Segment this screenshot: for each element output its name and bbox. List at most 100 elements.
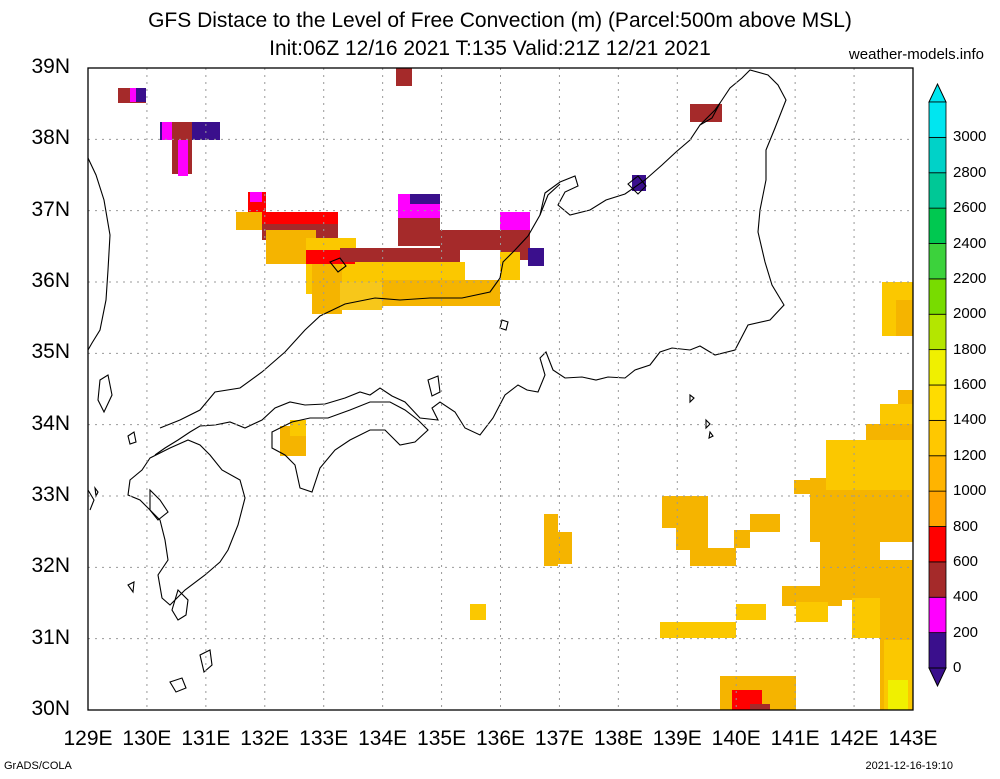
lfc-cell (340, 248, 460, 262)
colorbar-label: 1600 (953, 376, 987, 393)
colorbar-label: 800 (953, 517, 979, 535)
longitude-label: 142E (829, 727, 879, 750)
latitude-label: 36N (31, 269, 70, 292)
lfc-cell (796, 602, 828, 622)
colorbar-swatch (928, 172, 947, 209)
colorbar-label: 2400 (953, 234, 987, 252)
lfc-cell (290, 420, 306, 436)
lfc-cell (396, 68, 412, 86)
colorbar-label: 1800 (953, 340, 987, 358)
colorbar-swatch (928, 526, 947, 563)
lfc-cell (312, 264, 342, 314)
footer-timestamp: 2021-12-16-19:10 (865, 760, 953, 772)
longitude-label: 136E (475, 727, 526, 750)
lfc-cell (556, 532, 572, 564)
lfc-cell (750, 704, 770, 710)
latitude-label: 34N (31, 411, 70, 435)
colorbar-label: 2600 (953, 199, 987, 217)
lfc-cell (782, 586, 842, 606)
colorbar-label: 2000 (953, 305, 987, 323)
colorbar (928, 82, 947, 688)
colorbar-label: 0 (953, 659, 962, 676)
footer-software: GrADS/COLA (4, 760, 72, 772)
longitude-label: 140E (711, 727, 761, 750)
colorbar-swatch (928, 596, 947, 634)
lfc-cell (236, 212, 266, 230)
colorbar-swatch (928, 349, 947, 386)
lfc-cell (262, 212, 338, 224)
longitude-label: 139E (652, 727, 702, 750)
lfc-cell (340, 282, 382, 310)
colorbar-swatch (928, 207, 947, 244)
longitude-label: 131E (181, 727, 231, 750)
colorbar-label: 200 (953, 623, 979, 641)
lfc-cell (410, 194, 440, 204)
lfc-cell (136, 88, 146, 102)
colorbar-swatch (928, 101, 947, 138)
longitude-label: 132E (240, 727, 290, 750)
lfc-cell (470, 604, 486, 620)
colorbar-swatch (928, 243, 947, 280)
lfc-cell (662, 496, 708, 528)
map-title: GFS Distace to the Level of Free Convect… (148, 9, 852, 32)
lfc-cell (736, 604, 766, 620)
lfc-cell (458, 282, 498, 298)
colorbar-label: 1400 (953, 411, 987, 429)
longitude-label: 137E (534, 727, 584, 750)
lfc-cell (250, 192, 262, 202)
colorbar-min-arrow (928, 667, 947, 688)
latitude-label: 39N (31, 55, 70, 78)
colorbar-swatch (928, 561, 947, 598)
longitude-label: 138E (593, 727, 643, 750)
lfc-cell (500, 252, 520, 280)
longitude-label: 129E (63, 727, 113, 750)
lfc-cell (888, 680, 908, 710)
latitude-label: 31N (31, 625, 70, 649)
colorbar-label: 2800 (953, 163, 987, 181)
site-credit: weather-models.info (848, 46, 984, 63)
latitude-label: 30N (31, 697, 70, 720)
colorbar-swatch (928, 136, 947, 174)
colorbar-max-arrow (928, 82, 947, 103)
lfc-cell (734, 530, 750, 548)
colorbar-label: 3000 (953, 128, 987, 146)
lfc-cell (676, 528, 708, 550)
plot-frame (87, 67, 914, 711)
colorbar-label: 2200 (953, 269, 987, 287)
colorbar-swatch (928, 278, 947, 315)
lfc-cell (826, 440, 913, 490)
lfc-field (118, 68, 913, 710)
longitude-label: 133E (299, 727, 349, 750)
coastlines (87, 69, 787, 693)
lfc-cell (750, 514, 780, 532)
colorbar-swatch (928, 384, 947, 421)
longitude-label: 134E (358, 727, 408, 750)
map-subtitle: Init:06Z 12/16 2021 T:135 Valid:21Z 12/2… (269, 37, 711, 60)
latitude-label: 32N (31, 554, 70, 578)
latitude-label: 33N (31, 483, 70, 506)
longitude-label: 130E (122, 727, 172, 750)
colorbar-swatch (928, 419, 947, 457)
latitude-label: 38N (31, 126, 70, 150)
latitude-label: 35N (31, 340, 70, 364)
colorbar-swatch (928, 313, 947, 351)
longitude-label: 135E (417, 727, 467, 750)
lfc-cell (528, 248, 544, 266)
longitude-label: 143E (888, 727, 938, 750)
latitude-label: 37N (31, 197, 70, 221)
colorbar-swatch (928, 490, 947, 527)
colorbar-swatch (928, 455, 947, 492)
colorbar-label: 400 (953, 588, 979, 606)
colorbar-label: 1000 (953, 482, 987, 500)
lfc-cell (544, 514, 558, 566)
lfc-cell (690, 104, 722, 122)
lfc-cell (440, 230, 500, 250)
longitude-label: 141E (770, 727, 820, 750)
colorbar-label: 600 (953, 552, 979, 570)
colorbar-label: 1200 (953, 446, 987, 464)
lfc-cell (896, 300, 913, 336)
lfc-cell (178, 140, 188, 176)
lfc-cell (690, 548, 736, 566)
lfc-cell (660, 622, 736, 638)
